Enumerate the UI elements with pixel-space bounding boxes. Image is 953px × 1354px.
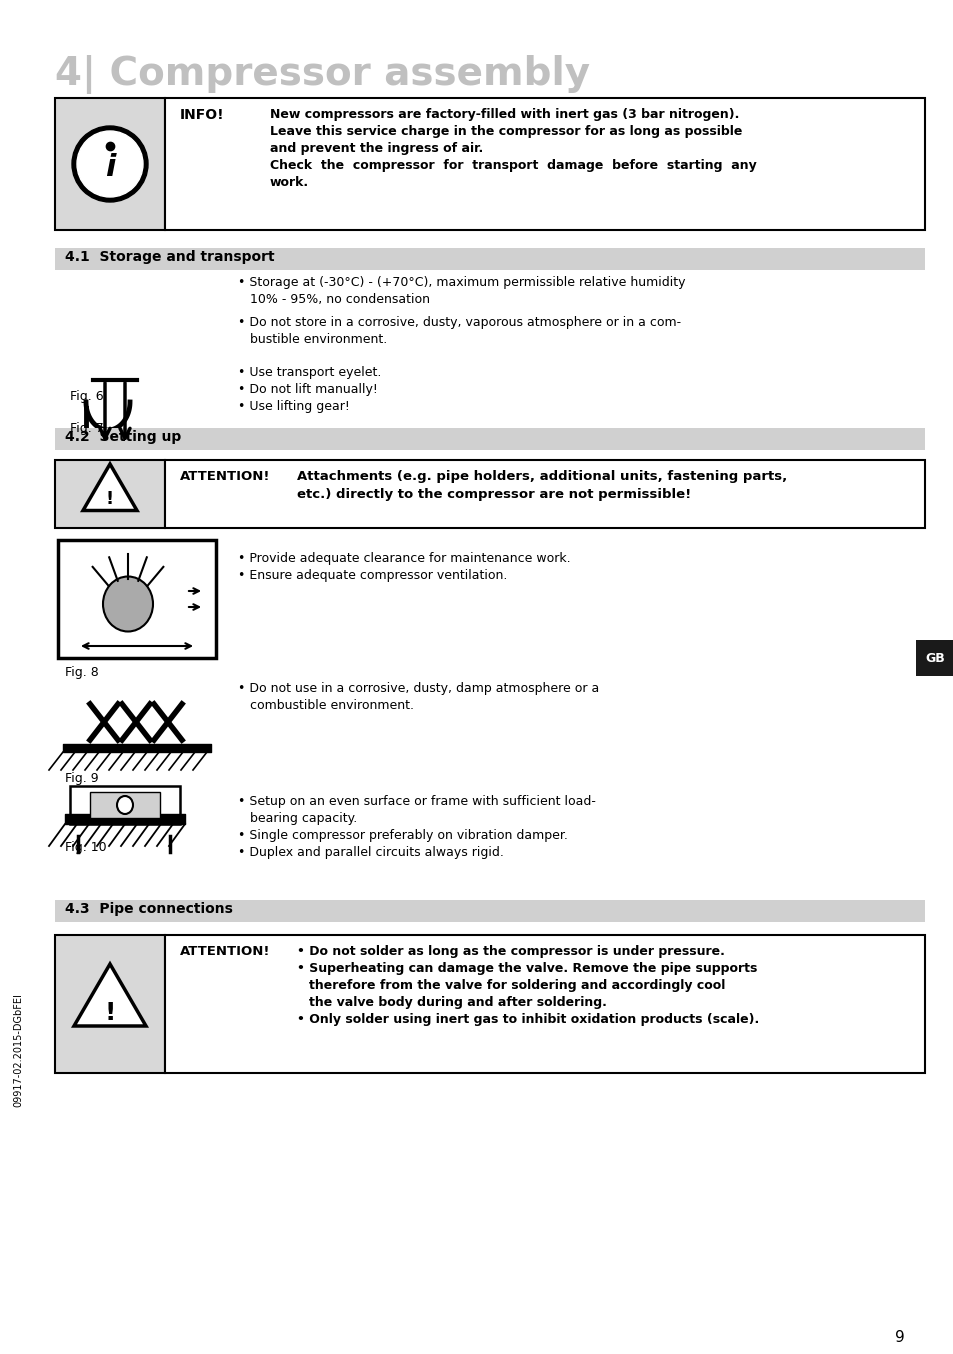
Text: 4.3  Pipe connections: 4.3 Pipe connections xyxy=(65,902,233,917)
Text: • Setup on an even surface or frame with sufficient load-: • Setup on an even surface or frame with… xyxy=(237,795,596,808)
Text: • Do not solder as long as the compressor is under pressure.: • Do not solder as long as the compresso… xyxy=(296,945,724,959)
Text: 9: 9 xyxy=(894,1330,904,1345)
Text: Fig. 10: Fig. 10 xyxy=(65,841,107,854)
Text: Fig. 9: Fig. 9 xyxy=(65,772,98,785)
Text: and prevent the ingress of air.: and prevent the ingress of air. xyxy=(270,142,483,154)
Text: GB: GB xyxy=(924,651,943,665)
Polygon shape xyxy=(74,964,146,1026)
Text: Leave this service charge in the compressor for as long as possible: Leave this service charge in the compres… xyxy=(270,125,741,138)
Text: bustible environment.: bustible environment. xyxy=(250,333,387,347)
Text: • Do not store in a corrosive, dusty, vaporous atmosphere or in a com-: • Do not store in a corrosive, dusty, va… xyxy=(237,315,680,329)
Text: • Ensure adequate compressor ventilation.: • Ensure adequate compressor ventilation… xyxy=(237,569,507,582)
Text: !: ! xyxy=(104,1001,115,1025)
Text: work.: work. xyxy=(270,176,309,190)
Text: • Do not lift manually!: • Do not lift manually! xyxy=(237,383,377,395)
Text: 4.1  Storage and transport: 4.1 Storage and transport xyxy=(65,250,274,264)
Text: Fig. 6: Fig. 6 xyxy=(70,390,104,403)
Text: • Duplex and parallel circuits always rigid.: • Duplex and parallel circuits always ri… xyxy=(237,846,503,858)
Text: New compressors are factory-filled with inert gas (3 bar nitrogen).: New compressors are factory-filled with … xyxy=(270,108,739,121)
Text: ATTENTION!: ATTENTION! xyxy=(180,945,271,959)
Text: • Storage at (-30°C) - (+70°C), maximum permissible relative humidity: • Storage at (-30°C) - (+70°C), maximum … xyxy=(237,276,685,288)
Text: ATTENTION!: ATTENTION! xyxy=(180,470,271,483)
Text: 10% - 95%, no condensation: 10% - 95%, no condensation xyxy=(250,292,430,306)
Text: bearing capacity.: bearing capacity. xyxy=(250,812,356,825)
Bar xyxy=(55,428,924,450)
Ellipse shape xyxy=(103,577,152,631)
Text: INFO!: INFO! xyxy=(180,108,224,122)
Text: • Provide adequate clearance for maintenance work.: • Provide adequate clearance for mainten… xyxy=(237,552,570,565)
Bar xyxy=(70,787,180,825)
Bar xyxy=(55,97,165,230)
Text: Fig. 7: Fig. 7 xyxy=(70,422,104,435)
Text: !: ! xyxy=(106,490,114,508)
Polygon shape xyxy=(83,464,137,510)
Text: Fig. 8: Fig. 8 xyxy=(65,666,99,678)
Bar xyxy=(55,900,924,922)
Bar xyxy=(165,97,924,230)
Text: • Only solder using inert gas to inhibit oxidation products (scale).: • Only solder using inert gas to inhibit… xyxy=(296,1013,759,1026)
Bar xyxy=(165,460,924,528)
Bar xyxy=(165,936,924,1072)
Bar xyxy=(55,936,165,1072)
Text: therefore from the valve for soldering and accordingly cool: therefore from the valve for soldering a… xyxy=(309,979,724,992)
Bar xyxy=(55,460,165,528)
Text: Check  the  compressor  for  transport  damage  before  starting  any: Check the compressor for transport damag… xyxy=(270,158,756,172)
Bar xyxy=(58,540,215,658)
Text: the valve body during and after soldering.: the valve body during and after solderin… xyxy=(309,997,606,1009)
Text: • Single compressor preferably on vibration damper.: • Single compressor preferably on vibrat… xyxy=(237,829,567,842)
Text: Attachments (e.g. pipe holders, additional units, fastening parts,: Attachments (e.g. pipe holders, addition… xyxy=(296,470,786,483)
Circle shape xyxy=(71,126,148,202)
Text: • Do not use in a corrosive, dusty, damp atmosphere or a: • Do not use in a corrosive, dusty, damp… xyxy=(237,682,598,695)
Circle shape xyxy=(77,131,143,196)
Bar xyxy=(90,792,160,818)
Text: 09917-02.2015-DGbFEI: 09917-02.2015-DGbFEI xyxy=(13,992,23,1108)
Text: combustible environment.: combustible environment. xyxy=(250,699,414,712)
Text: • Superheating can damage the valve. Remove the pipe supports: • Superheating can damage the valve. Rem… xyxy=(296,961,757,975)
Text: 4| Compressor assembly: 4| Compressor assembly xyxy=(55,56,590,93)
Bar xyxy=(55,248,924,269)
Text: i: i xyxy=(105,153,115,183)
Text: etc.) directly to the compressor are not permissible!: etc.) directly to the compressor are not… xyxy=(296,487,691,501)
Ellipse shape xyxy=(117,796,132,814)
Text: • Use lifting gear!: • Use lifting gear! xyxy=(237,399,350,413)
Text: 4.2  Setting up: 4.2 Setting up xyxy=(65,431,181,444)
Bar xyxy=(915,640,953,676)
Text: • Use transport eyelet.: • Use transport eyelet. xyxy=(237,366,381,379)
